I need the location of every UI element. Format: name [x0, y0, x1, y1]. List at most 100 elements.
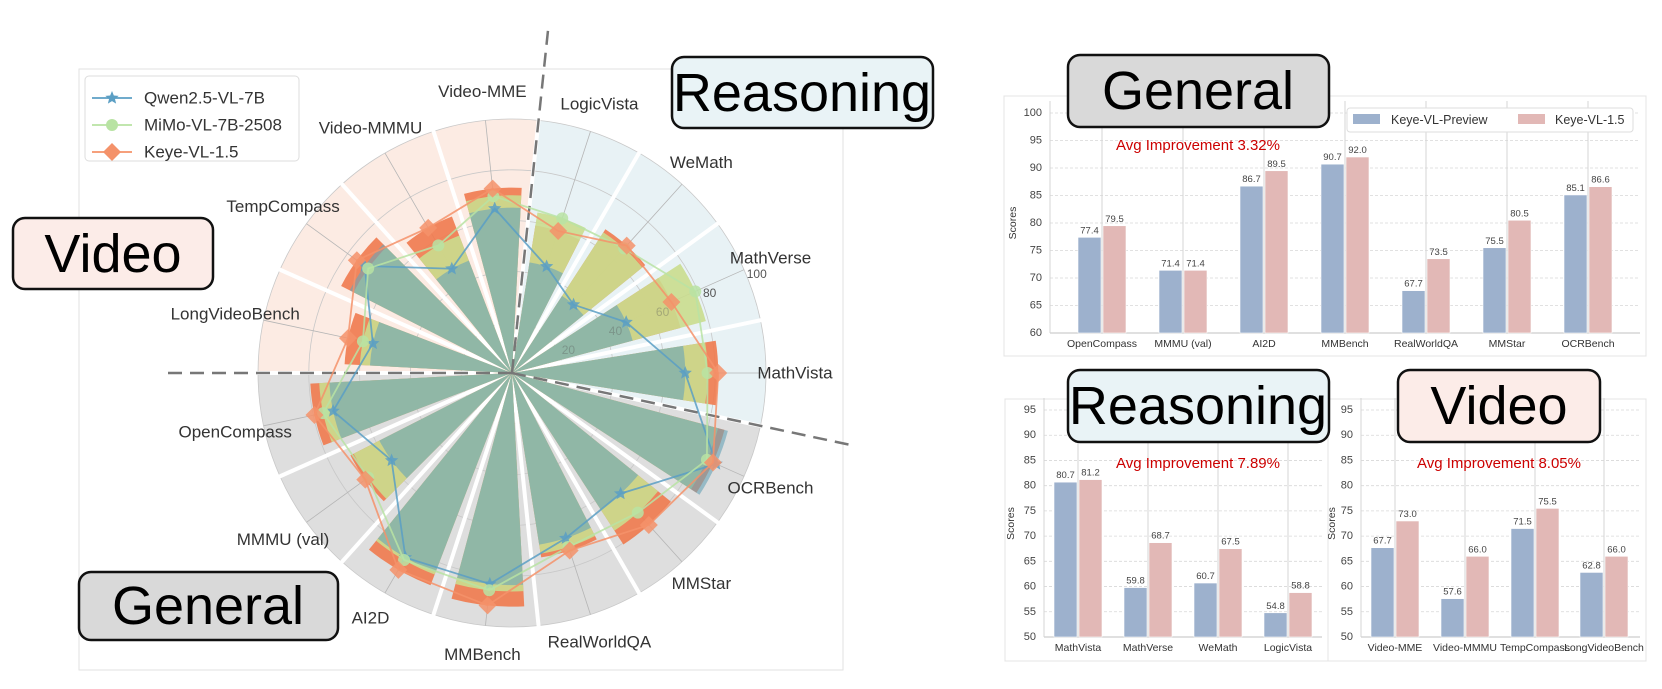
bar-keye-vl-preview [1320, 163, 1345, 334]
bar-value-label: 73.5 [1429, 247, 1448, 258]
bar-legend: Keye-VL-Preview Keye-VL-1.5 [1346, 107, 1634, 133]
radar-bar-qwen2-5-vl-7b [377, 373, 512, 572]
y-tick-label: 65 [1030, 300, 1042, 312]
y-tick-label: 90 [1341, 429, 1353, 441]
group-separator [510, 29, 550, 374]
x-tick-label: Video-MME [1368, 642, 1423, 654]
bar-keye-vl-1-5 [1102, 225, 1127, 334]
avg-improvement-annotation: Avg Improvement 7.89% [1116, 455, 1280, 472]
radar-point-mimo-vl-7b-2508 [432, 239, 445, 252]
y-tick-label: 55 [1341, 606, 1353, 618]
radar-line-keye-vl-1-5 [313, 187, 720, 607]
x-tick-label: LogicVista [1264, 642, 1312, 654]
radar-point-qwen2-5-vl-7b [559, 531, 573, 544]
radar-point-qwen2-5-vl-7b [366, 336, 380, 350]
radar-axis-label: MMMU (val) [237, 530, 330, 549]
bar-keye-vl-1-5 [1395, 520, 1420, 638]
radar-bar-qwen2-5-vl-7b [512, 373, 639, 510]
bar-keye-vl-preview [1510, 528, 1535, 638]
bar-charts: 60 65 70 75 80 85 90 95 100 77.4 71.4 86.7 90.7 67.7 7… [1003, 95, 1647, 662]
radar-bar-qwen2-5-vl-7b [379, 373, 512, 479]
bar-value-label: 86.6 [1591, 175, 1610, 186]
radar-point-mimo-vl-7b-2508 [483, 584, 496, 597]
legend-marker-keye-vl-1-5 [103, 143, 121, 161]
radar-point-mimo-vl-7b-2508 [362, 262, 375, 275]
bar-value-label: 71.4 [1161, 258, 1180, 269]
radar-point-keye-vl-1-5 [639, 515, 658, 534]
x-tick-label: TempCompass [1500, 642, 1570, 654]
radar-line-qwen2-5-vl-7b [331, 207, 718, 585]
x-tick-label: MathVista [1055, 642, 1102, 654]
bar-value-label: 71.4 [1186, 258, 1205, 269]
y-tick-label: 85 [1030, 190, 1042, 202]
radar-bar-qwen2-5-vl-7b [512, 262, 563, 373]
radar-point-keye-vl-1-5 [347, 251, 366, 270]
radar-axis-label: MathVerse [730, 248, 811, 267]
radial-tick-label: 20 [562, 343, 576, 357]
bar-value-label: 89.5 [1267, 159, 1286, 170]
radar-point-keye-vl-1-5 [549, 221, 568, 240]
legend-label: Keye-VL-1.5 [144, 143, 239, 162]
radar-axis-label: Video-MMMU [319, 118, 423, 137]
sector-gap [511, 371, 763, 429]
y-tick-label: 70 [1030, 272, 1042, 284]
radar-axis-label: MMStar [672, 574, 732, 593]
bar-value-label: 73.0 [1398, 509, 1417, 520]
sector-gap [277, 267, 513, 375]
legend-box [1346, 107, 1634, 133]
legend-label: Keye-VL-1.5 [1555, 113, 1625, 127]
radar-axis-label: Video-MME [438, 82, 527, 101]
y-tick-label: 60 [1341, 581, 1353, 593]
y-axis-title: Scores [1007, 207, 1019, 240]
x-tick-label: MMStar [1489, 338, 1526, 350]
y-tick-label: 75 [1341, 505, 1353, 517]
radar-axis-label: WeMath [670, 153, 733, 172]
radar-axis-label: LongVideoBench [171, 305, 300, 324]
x-tick-label: MathVerse [1123, 642, 1173, 654]
label-general: General [112, 576, 304, 636]
sector-bg-video [258, 269, 512, 373]
bar-value-label: 67.7 [1373, 536, 1392, 547]
radar-bar-qwen2-5-vl-7b [369, 322, 512, 373]
bar-value-label: 85.1 [1566, 183, 1585, 194]
radar-axis-label: TempCompass [226, 197, 339, 216]
sector-gap [430, 128, 514, 374]
label-reasoning-bar: Reasoning [1069, 376, 1327, 436]
radar-axis-label: MMBench [444, 645, 521, 664]
bar-keye-vl-1-5 [1535, 508, 1560, 638]
bar-value-label: 67.5 [1221, 537, 1240, 548]
bar-value-label: 80.5 [1510, 208, 1529, 219]
sector-gap [510, 150, 642, 375]
radar-axis-label: LogicVista [560, 94, 639, 113]
bar-value-label: 75.5 [1485, 236, 1504, 247]
radar-axis-label: AI2D [352, 609, 390, 628]
bar-keye-vl-1-5 [1345, 156, 1370, 334]
radar-point-qwen2-5-vl-7b [619, 315, 633, 328]
y-tick-label: 85 [1341, 454, 1353, 466]
bar-keye-vl-1-5 [1465, 555, 1490, 638]
bar-keye-vl-1-5 [1078, 479, 1103, 638]
radar-legend: Qwen2.5-VL-7B MiMo-VL-7B-2508 Keye-VL-1.5 [84, 75, 300, 162]
y-tick-label: 90 [1024, 429, 1036, 441]
radar-chart: 20 40 60 80 100 MathVista MathVerse WeMath Logic… [167, 29, 850, 664]
bar-value-label: 79.5 [1105, 214, 1124, 225]
radar-point-qwen2-5-vl-7b [566, 297, 581, 311]
x-tick-label: MMMU (val) [1154, 338, 1211, 350]
radar-point-keye-vl-1-5 [709, 364, 728, 382]
bar-keye-vl-preview [1401, 290, 1426, 334]
bar-keye-vl-preview [1263, 612, 1288, 638]
radar-point-mimo-vl-7b-2508 [356, 335, 369, 348]
bar-keye-vl-preview [1239, 185, 1264, 334]
y-tick-label: 80 [1024, 480, 1036, 492]
y-tick-label: 75 [1024, 505, 1036, 517]
bar-keye-vl-preview [1563, 194, 1588, 334]
x-tick-label: OCRBench [1561, 338, 1614, 350]
avg-improvement-annotation: Avg Improvement 3.32% [1116, 137, 1280, 154]
bar-value-label: 67.7 [1404, 279, 1423, 290]
y-axis-title: Scores [1005, 507, 1017, 540]
bar-keye-vl-preview [1123, 587, 1148, 638]
sector-gap [510, 118, 541, 374]
radar-axis-label: OpenCompass [178, 422, 291, 441]
y-tick-label: 65 [1341, 555, 1353, 567]
